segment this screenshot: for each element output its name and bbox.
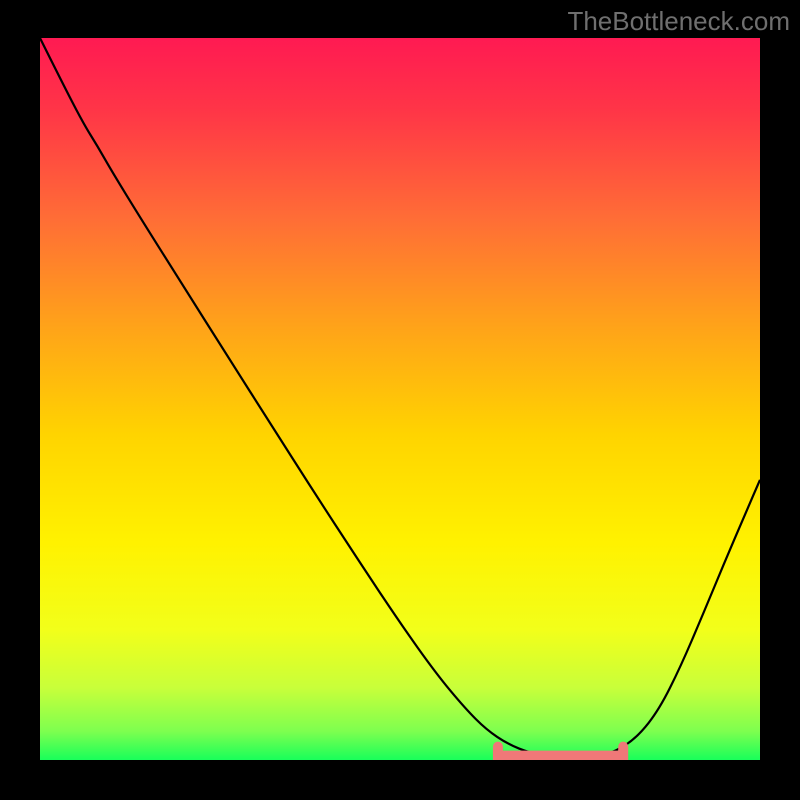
chart-canvas: TheBottleneck.com: [0, 0, 800, 800]
plot-area: [40, 38, 760, 760]
watermark-text: TheBottleneck.com: [567, 6, 790, 37]
gradient-background: [40, 38, 760, 760]
